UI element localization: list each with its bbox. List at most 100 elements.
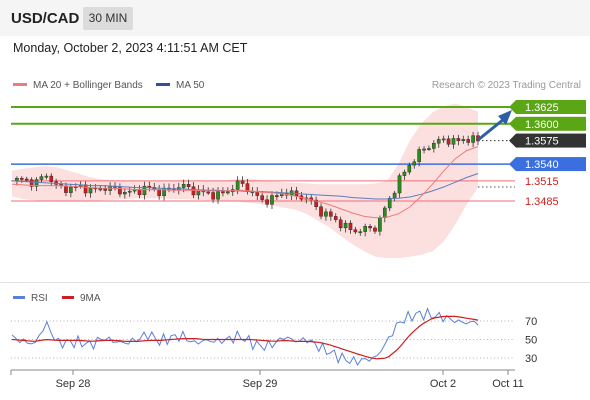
candle-body <box>378 217 382 232</box>
resistance-tag <box>516 116 586 131</box>
candle-body <box>466 139 470 143</box>
candle[interactable] <box>466 135 470 146</box>
candle[interactable] <box>441 135 446 143</box>
candle[interactable] <box>127 186 132 197</box>
candle-body <box>383 207 387 218</box>
candle-body <box>206 191 211 194</box>
candle[interactable] <box>348 220 353 234</box>
candle[interactable] <box>422 146 426 154</box>
candle[interactable] <box>333 213 338 223</box>
candle[interactable] <box>186 179 191 190</box>
rsi-ma-line <box>11 315 479 360</box>
candle[interactable] <box>83 181 88 197</box>
legend-rsi-label: RSI <box>31 293 48 304</box>
candle[interactable] <box>368 223 372 232</box>
level-1.3625[interactable]: 1.3625 <box>11 100 586 114</box>
support-label: 1.3485 <box>525 196 559 208</box>
candle-body <box>392 192 397 199</box>
chart-datetime: Monday, October 2, 2023 4:11:51 AM CET <box>13 41 248 55</box>
candle[interactable] <box>412 159 417 169</box>
legend-ma20-label: MA 20 + Bollinger Bands <box>33 80 143 91</box>
candle[interactable] <box>363 223 367 237</box>
candle[interactable] <box>34 177 39 192</box>
candle-body <box>329 211 333 217</box>
candle-body <box>471 135 475 143</box>
interval-selector[interactable]: 30 MIN <box>83 7 133 30</box>
candle[interactable] <box>49 173 54 187</box>
candle[interactable] <box>221 187 225 197</box>
candle[interactable] <box>402 169 407 180</box>
candle-body <box>451 138 456 145</box>
x-axis-label: Oct 11 <box>492 378 524 390</box>
candle-body <box>275 195 279 197</box>
candle[interactable] <box>260 191 264 203</box>
candle-body <box>64 185 68 193</box>
candle[interactable] <box>397 173 402 198</box>
candle-body <box>333 216 338 220</box>
candle[interactable] <box>358 229 363 236</box>
candle-body <box>39 176 44 180</box>
candle[interactable] <box>123 188 127 199</box>
level-1.3515[interactable]: 1.3515 <box>11 176 559 188</box>
candle[interactable] <box>324 208 328 221</box>
legend-ma50: MA 50 <box>156 80 204 91</box>
pivot-tag <box>516 157 586 172</box>
level-1.3600[interactable]: 1.3600 <box>11 116 586 131</box>
candle-body <box>49 175 54 182</box>
candle[interactable] <box>343 220 348 233</box>
candle[interactable] <box>407 162 412 175</box>
candle[interactable] <box>329 208 333 221</box>
candle[interactable] <box>461 135 466 144</box>
legend-ma50-label: MA 50 <box>176 80 205 91</box>
candle[interactable] <box>265 195 269 208</box>
candle[interactable] <box>24 176 29 182</box>
candle-body <box>324 211 328 217</box>
candle[interactable] <box>142 181 147 200</box>
legend-rsi-ma: 9MA <box>62 293 101 304</box>
resistance-tag-pointer <box>509 116 516 131</box>
candle[interactable] <box>432 140 436 153</box>
candle[interactable] <box>314 196 318 211</box>
candle[interactable] <box>451 134 456 149</box>
level-1.3540[interactable]: 1.3540 <box>11 157 586 172</box>
legend-rsi: RSI <box>13 293 48 304</box>
ma50-swatch <box>156 82 170 86</box>
candle-body <box>211 192 215 200</box>
candle[interactable] <box>353 226 358 235</box>
candle-body <box>44 175 49 178</box>
candle-body <box>29 179 34 187</box>
candle-body <box>319 206 323 217</box>
level-1.3575[interactable]: 1.3575 <box>478 133 586 148</box>
candle-body <box>186 184 191 187</box>
candle-body <box>20 178 24 180</box>
panel-divider <box>0 282 590 283</box>
candle[interactable] <box>436 136 441 148</box>
candle[interactable] <box>39 174 44 183</box>
candle[interactable] <box>319 203 323 220</box>
candle[interactable] <box>417 146 421 167</box>
current-price-tag-pointer <box>509 133 516 148</box>
candle-body <box>368 226 372 229</box>
candle[interactable] <box>427 145 431 151</box>
candle[interactable] <box>270 191 274 209</box>
candle[interactable] <box>118 183 122 198</box>
candle[interactable] <box>338 216 343 232</box>
candle-body <box>407 164 412 173</box>
candle-body <box>103 188 107 191</box>
candle[interactable] <box>240 176 245 187</box>
level-1.3485[interactable]: 1.3485 <box>11 196 559 208</box>
candle-body <box>461 139 466 141</box>
candle-body <box>216 191 220 200</box>
pivot-label: 1.3540 <box>525 159 559 171</box>
candle[interactable] <box>44 173 49 180</box>
candle[interactable] <box>471 131 475 148</box>
candle[interactable] <box>103 184 107 195</box>
candle[interactable] <box>373 225 377 234</box>
candle-body <box>181 184 186 188</box>
resistance-label: 1.3600 <box>525 119 559 131</box>
candle[interactable] <box>29 177 34 191</box>
candle[interactable] <box>446 135 451 147</box>
x-axis-label: Sep 29 <box>243 378 278 390</box>
candle[interactable] <box>456 134 461 146</box>
